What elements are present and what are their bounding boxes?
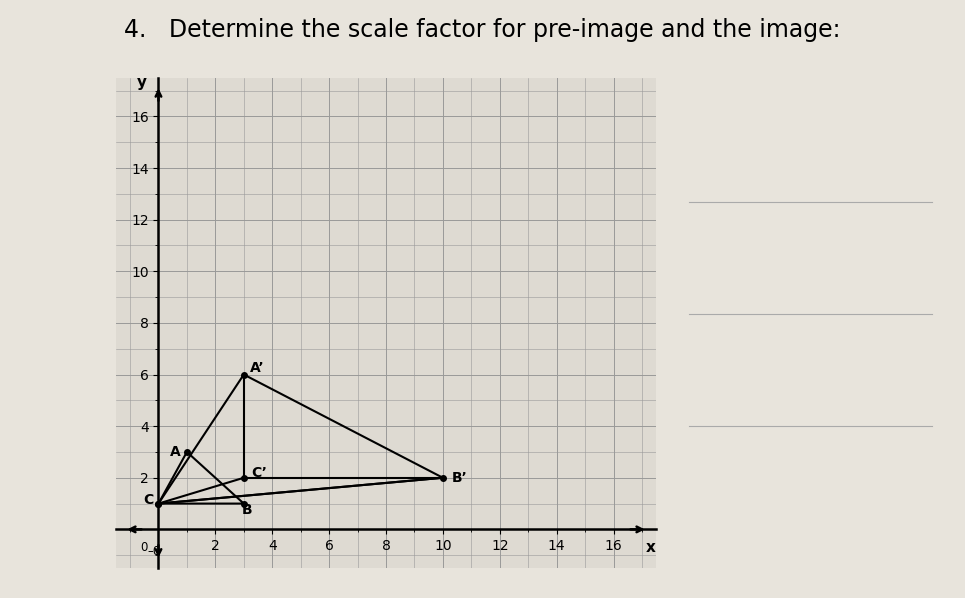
Text: B’: B’ — [452, 471, 467, 485]
Text: C’: C’ — [251, 466, 266, 480]
Text: 4.   Determine the scale factor for pre-image and the image:: 4. Determine the scale factor for pre-im… — [124, 18, 841, 42]
Text: –0: –0 — [148, 545, 161, 558]
Text: B: B — [241, 503, 252, 517]
Text: A’: A’ — [250, 361, 264, 375]
Text: x: x — [646, 540, 655, 555]
Text: y: y — [136, 75, 147, 90]
Text: 0: 0 — [141, 541, 148, 554]
Text: A: A — [170, 445, 180, 459]
Text: C: C — [144, 493, 153, 507]
